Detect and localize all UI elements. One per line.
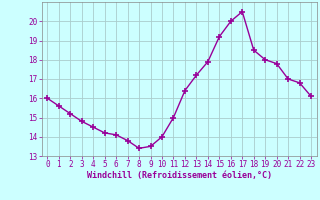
X-axis label: Windchill (Refroidissement éolien,°C): Windchill (Refroidissement éolien,°C) bbox=[87, 171, 272, 180]
